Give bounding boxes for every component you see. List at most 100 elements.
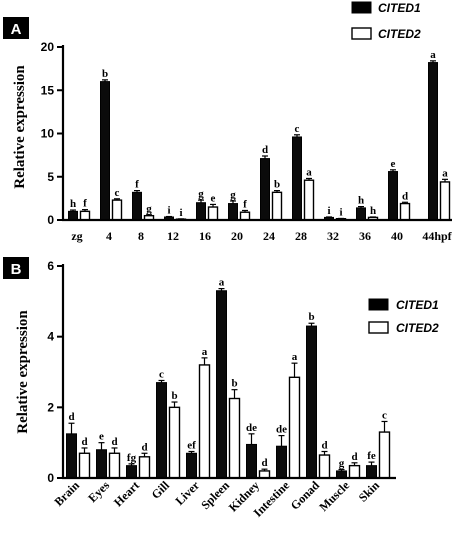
- x-ticks-b: Brain Eyes Heart Gill Liver Spleen Kidne…: [51, 478, 382, 520]
- x-tick-label: 36: [359, 229, 371, 243]
- x-tick-label: 20: [231, 229, 243, 243]
- y-ticks-a: 0 5 10 15 20: [41, 40, 63, 227]
- x-tick-label: zg: [71, 229, 82, 243]
- significance-letter: d: [321, 440, 327, 452]
- bar-cited1-2: [126, 465, 137, 479]
- significance-letter: b: [308, 311, 314, 323]
- bar-cited1-3: [156, 382, 167, 479]
- bar-cited1-10: [388, 171, 398, 221]
- x-tick-label: 44hpf: [422, 229, 452, 243]
- significance-letter: de: [246, 422, 257, 434]
- significance-letter: h: [370, 205, 376, 217]
- bar-cited2-3: [168, 406, 181, 479]
- significance-letter: e: [391, 158, 396, 170]
- significance-letter: i: [339, 206, 342, 218]
- significance-letter: i: [179, 207, 182, 219]
- y-tick-label: 20: [41, 40, 55, 54]
- significance-letter: b: [274, 179, 280, 191]
- significance-letter: b: [171, 390, 177, 402]
- x-tick-label: 8: [138, 229, 144, 243]
- significance-letter: d: [68, 411, 74, 423]
- x-tick-label: 32: [327, 229, 339, 243]
- significance-letter: a: [202, 346, 208, 358]
- x-tick-label: 16: [199, 229, 211, 243]
- legend-b: CITED1 CITED2: [368, 298, 439, 335]
- x-tick-label: Heart: [111, 478, 142, 509]
- bar-cited1-1: [96, 449, 107, 479]
- significance-letter: d: [351, 451, 357, 463]
- significance-letter: d: [402, 190, 408, 202]
- bar-cited1-1: [100, 81, 110, 221]
- legend-swatch-cited1: [351, 1, 372, 14]
- y-axis-label-b: Relative expression: [15, 310, 31, 434]
- bar-cited2-11: [439, 181, 451, 221]
- bar-cited1-11: [428, 62, 438, 221]
- significance-letter: i: [167, 205, 170, 217]
- y-ticks-b: 0 2 4 6: [47, 259, 63, 485]
- x-tick-label: Muscle: [316, 478, 352, 514]
- x-tick-label: 24: [263, 229, 275, 243]
- significance-letter: fe: [367, 450, 376, 462]
- legend-label-cited2: CITED2: [396, 321, 439, 335]
- significance-letter: h: [70, 198, 76, 210]
- x-tick-label: 28: [295, 229, 307, 243]
- legend-swatch-cited1: [368, 298, 389, 311]
- significance-letter: d: [262, 144, 268, 156]
- significance-letter: ef: [187, 440, 196, 452]
- panel-label-b: B: [11, 261, 22, 278]
- bar-cited2-0: [79, 210, 91, 221]
- significance-letter: g: [230, 189, 236, 201]
- panel-label-a-box: [3, 17, 29, 39]
- significance-letter: e: [99, 431, 104, 443]
- y-tick-label: 0: [47, 471, 54, 485]
- bar-cited1-10: [366, 465, 377, 479]
- bar-cited2-10: [399, 202, 411, 221]
- bar-cited1-4: [196, 202, 206, 221]
- bar-cited1-7: [292, 136, 302, 221]
- significance-letter: h: [358, 195, 364, 207]
- y-tick-label: 6: [47, 259, 54, 273]
- bar-cited1-6: [246, 443, 257, 479]
- bar-cited1-0: [66, 433, 77, 479]
- significance-letter: f: [135, 179, 139, 191]
- x-tick-label: Skin: [356, 478, 383, 505]
- significance-letter: c: [115, 187, 120, 199]
- bar-cited1-4: [186, 452, 197, 479]
- significance-letter: f: [243, 198, 247, 210]
- legend-a: CITED1 CITED2: [351, 1, 421, 41]
- significance-letter: a: [219, 277, 225, 289]
- bar-cited1-6: [260, 158, 270, 221]
- bar-cited1-5: [216, 290, 227, 479]
- significance-letter: d: [111, 436, 117, 448]
- significance-letter: g: [339, 458, 345, 470]
- y-tick-label: 15: [41, 83, 55, 97]
- significance-letter: de: [276, 424, 287, 436]
- significance-letter: d: [81, 436, 87, 448]
- bar-cited2-8: [318, 454, 331, 479]
- bar-cited2-2: [138, 456, 151, 479]
- significance-letter: g: [146, 203, 152, 215]
- bar-cited2-5: [228, 397, 241, 479]
- legend-swatch-cited2: [351, 27, 372, 40]
- significance-letter: d: [141, 441, 147, 453]
- bar-cited1-9: [356, 207, 366, 221]
- x-ticks-a: zg 4 8 12 16 20 24 28 32 36 40 44hpf: [71, 229, 452, 243]
- bar-cited1-8: [306, 325, 317, 479]
- bar-cited2-4: [198, 364, 211, 479]
- x-tick-label: 4: [106, 229, 112, 243]
- bar-cited2-7: [288, 376, 301, 479]
- bar-cited1-2: [132, 191, 142, 221]
- significance-letter: i: [327, 205, 330, 217]
- bar-cited2-1: [108, 452, 121, 479]
- x-tick-label: Gonad: [288, 478, 323, 513]
- legend-swatch-cited2: [368, 321, 389, 334]
- bar-cited2-10: [378, 431, 391, 479]
- y-axis-label-a: Relative expression: [12, 65, 28, 189]
- x-tick-label: 12: [167, 229, 179, 243]
- significance-letter: a: [306, 166, 312, 178]
- bar-cited2-9: [348, 464, 361, 479]
- bar-cited2-7: [303, 179, 315, 221]
